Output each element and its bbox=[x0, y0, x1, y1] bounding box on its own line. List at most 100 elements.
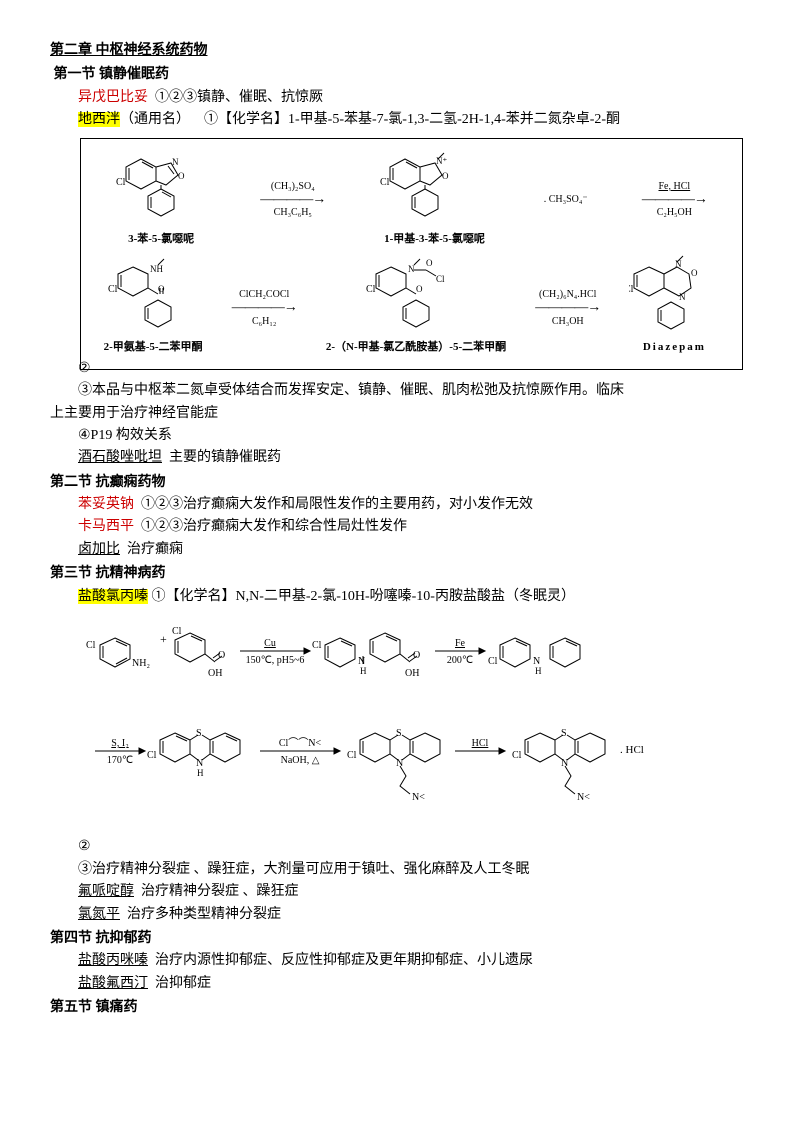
drug-name: 苯妥英钠 bbox=[78, 497, 134, 512]
svg-text:N<: N< bbox=[412, 792, 425, 803]
text-line: 上主要用于治疗神经官能症 bbox=[50, 403, 743, 425]
drug-row: 盐酸氯丙嗪 ①【化学名】N,N-二甲基-2-氯-10H-吩噻嗪-10-丙胺盐酸盐… bbox=[50, 586, 743, 608]
section1-title: 第一节 镇静催眠药 bbox=[50, 64, 743, 86]
drug-name-hl: 地西泮 bbox=[78, 112, 120, 127]
svg-text:H: H bbox=[360, 666, 367, 676]
svg-text:O: O bbox=[158, 284, 165, 294]
molecule-icon: N O Cl bbox=[116, 149, 206, 229]
text-line: ③本品与中枢苯二氮卓受体结合而发挥安定、镇静、催眠、肌肉松弛及抗惊厥作用。临床 bbox=[50, 380, 743, 402]
reaction-arrow: (CH₂)₆N₄.HCl ————→ CH₃OH bbox=[535, 289, 600, 356]
svg-text:Cl: Cl bbox=[436, 274, 445, 284]
svg-text:150℃, pH5~6: 150℃, pH5~6 bbox=[246, 655, 305, 666]
chem-struct: N O Cl O Cl 2-（N-甲基-氯乙酰胺基）-5-二苯甲酮 bbox=[326, 252, 506, 357]
svg-text:S, I₂: S, I₂ bbox=[111, 738, 128, 749]
chapter-title: 第二章 中枢神经系统药物 bbox=[50, 40, 743, 62]
svg-text:Cl: Cl bbox=[86, 640, 96, 651]
svg-text:O: O bbox=[691, 268, 698, 278]
svg-text:N<: N< bbox=[577, 792, 590, 803]
svg-text:200℃: 200℃ bbox=[447, 655, 473, 666]
svg-text:Cl: Cl bbox=[488, 656, 498, 667]
svg-text:N: N bbox=[679, 292, 686, 302]
svg-text:Cl: Cl bbox=[366, 284, 376, 295]
reaction-diagram-1: N O Cl 3-苯-5-氯噁呢 (CH₃)₂SO₄ ————→ CH₃C₆H₅ bbox=[80, 138, 743, 370]
chem-label: Diazepam bbox=[643, 339, 706, 357]
svg-text:O: O bbox=[218, 650, 225, 661]
molecule-icon: NH O Cl bbox=[108, 252, 198, 337]
svg-text:170℃: 170℃ bbox=[107, 755, 133, 766]
svg-text:Fe: Fe bbox=[455, 638, 466, 649]
svg-text:Cl: Cl bbox=[172, 626, 182, 637]
chem-row: N O Cl 3-苯-5-氯噁呢 (CH₃)₂SO₄ ————→ CH₃C₆H₅ bbox=[89, 149, 734, 249]
svg-text:NaOH, △: NaOH, △ bbox=[281, 755, 320, 766]
drug-name-ul: 卤加比 bbox=[78, 542, 120, 557]
svg-text:Cl: Cl bbox=[147, 750, 157, 761]
drug-row: 盐酸氟西汀 治抑郁症 bbox=[50, 973, 743, 995]
molecule-icon: N⁺ O Cl bbox=[380, 149, 490, 229]
svg-text:O: O bbox=[416, 284, 423, 294]
common-name: （通用名） bbox=[120, 112, 190, 127]
svg-text:Cl: Cl bbox=[108, 284, 118, 295]
drug-row: 地西泮（通用名） ①【化学名】1-甲基-5-苯基-7-氯-1,3-二氢-2H-1… bbox=[50, 109, 743, 131]
svg-text:. HCl: . HCl bbox=[620, 744, 644, 756]
drug-name-ul: 盐酸丙咪嗪 bbox=[78, 953, 148, 968]
svg-text:Cl: Cl bbox=[116, 177, 126, 188]
svg-text:OH: OH bbox=[208, 668, 222, 679]
chem-struct: N O Cl 3-苯-5-氯噁呢 bbox=[116, 149, 206, 249]
svg-text:O: O bbox=[178, 171, 185, 181]
svg-text:Cl: Cl bbox=[312, 640, 322, 651]
svg-text:Cl: Cl bbox=[347, 750, 357, 761]
section2-title: 第二节 抗癫痫药物 bbox=[50, 472, 743, 494]
chem-row: NH O Cl 2-甲氨基-5-二苯甲酮 ClCH₂COCl ————→ C₆H… bbox=[89, 252, 734, 357]
chem-struct: N⁺ O Cl 1-甲基-3-苯-5-氯噁呢 bbox=[380, 149, 490, 249]
reaction-arrow: (CH₃)₂SO₄ ————→ CH₃C₆H₅ bbox=[260, 181, 325, 248]
svg-text:HCl: HCl bbox=[472, 738, 489, 749]
svg-text:Cl: Cl bbox=[629, 284, 634, 295]
chem-label: 2-（N-甲基-氯乙酰胺基）-5-二苯甲酮 bbox=[326, 339, 506, 357]
drug-row: 氟哌啶醇 治疗精神分裂症 、躁狂症 bbox=[50, 881, 743, 903]
molecule-icon: N O N Cl bbox=[629, 252, 719, 337]
svg-text:O: O bbox=[442, 171, 449, 181]
section4-title: 第四节 抗抑郁药 bbox=[50, 928, 743, 950]
drug-desc: ①②③镇静、催眠、抗惊厥 bbox=[155, 90, 323, 105]
drug-name-ul: 氟哌啶醇 bbox=[78, 884, 134, 899]
svg-text:H: H bbox=[197, 768, 204, 778]
reaction-arrow: Fe, HCl ————→ C₂H₅OH bbox=[642, 181, 707, 248]
svg-text:O: O bbox=[413, 650, 420, 661]
svg-text:S: S bbox=[561, 728, 567, 739]
reaction-diagram-2: NH₂ Cl + Cl OH O Cu 150℃, pH5~6 Cl N H O… bbox=[80, 608, 743, 836]
chem-label: 2-甲氨基-5-二苯甲酮 bbox=[104, 339, 203, 357]
svg-text:N⁺: N⁺ bbox=[436, 156, 447, 166]
svg-text:Cl: Cl bbox=[512, 750, 522, 761]
svg-text:+: + bbox=[160, 632, 167, 646]
text-line: ④P19 构效关系 bbox=[50, 425, 743, 447]
svg-text:S: S bbox=[196, 728, 202, 739]
num-marker: ② bbox=[50, 358, 743, 380]
num-marker: ② bbox=[50, 836, 743, 858]
text-line: ③治疗精神分裂症 、躁狂症，大剂量可应用于镇吐、强化麻醉及人工冬眠 bbox=[50, 859, 743, 881]
chem-struct: NH O Cl 2-甲氨基-5-二苯甲酮 bbox=[104, 252, 203, 357]
svg-text:Cl⌒⌒N<: Cl⌒⌒N< bbox=[279, 737, 322, 749]
svg-text:OH: OH bbox=[405, 668, 419, 679]
drug-row: 苯妥英钠 ①②③治疗癫痫大发作和局限性发作的主要用药，对小发作无效 bbox=[50, 494, 743, 516]
drug-name-ul: 氯氮平 bbox=[78, 907, 120, 922]
drug-row: 卤加比 治疗癫痫 bbox=[50, 539, 743, 561]
drug-name-ul: 盐酸氟西汀 bbox=[78, 976, 148, 991]
drug-name-ul: 酒石酸唑吡坦 bbox=[78, 450, 162, 465]
drug-row: 盐酸丙咪嗪 治疗内源性抑郁症、反应性抑郁症及更年期抑郁症、小儿遗尿 bbox=[50, 950, 743, 972]
chem-scheme-icon: NH₂ Cl + Cl OH O Cu 150℃, pH5~6 Cl N H O… bbox=[80, 608, 740, 828]
reaction-arrow: ClCH₂COCl ————→ C₆H₁₂ bbox=[232, 289, 297, 356]
svg-text:NH₂: NH₂ bbox=[132, 658, 150, 669]
svg-text:H: H bbox=[535, 666, 542, 676]
svg-text:NH: NH bbox=[150, 264, 163, 274]
chem-label: 3-苯-5-氯噁呢 bbox=[128, 231, 194, 249]
chem-struct: N O N Cl Diazepam bbox=[629, 252, 719, 357]
drug-row: 氯氮平 治疗多种类型精神分裂症 bbox=[50, 904, 743, 926]
chem-label: 1-甲基-3-苯-5-氯噁呢 bbox=[384, 231, 485, 249]
svg-text:N: N bbox=[408, 264, 415, 274]
section3-title: 第三节 抗精神病药 bbox=[50, 563, 743, 585]
svg-text:S: S bbox=[396, 728, 402, 739]
svg-text:O: O bbox=[426, 258, 433, 268]
drug-row: 异戊巴比妥 ①②③镇静、催眠、抗惊厥 bbox=[50, 87, 743, 109]
drug-row: 卡马西平 ①②③治疗癫痫大发作和综合性局灶性发作 bbox=[50, 516, 743, 538]
drug-name: 异戊巴比妥 bbox=[78, 90, 148, 105]
